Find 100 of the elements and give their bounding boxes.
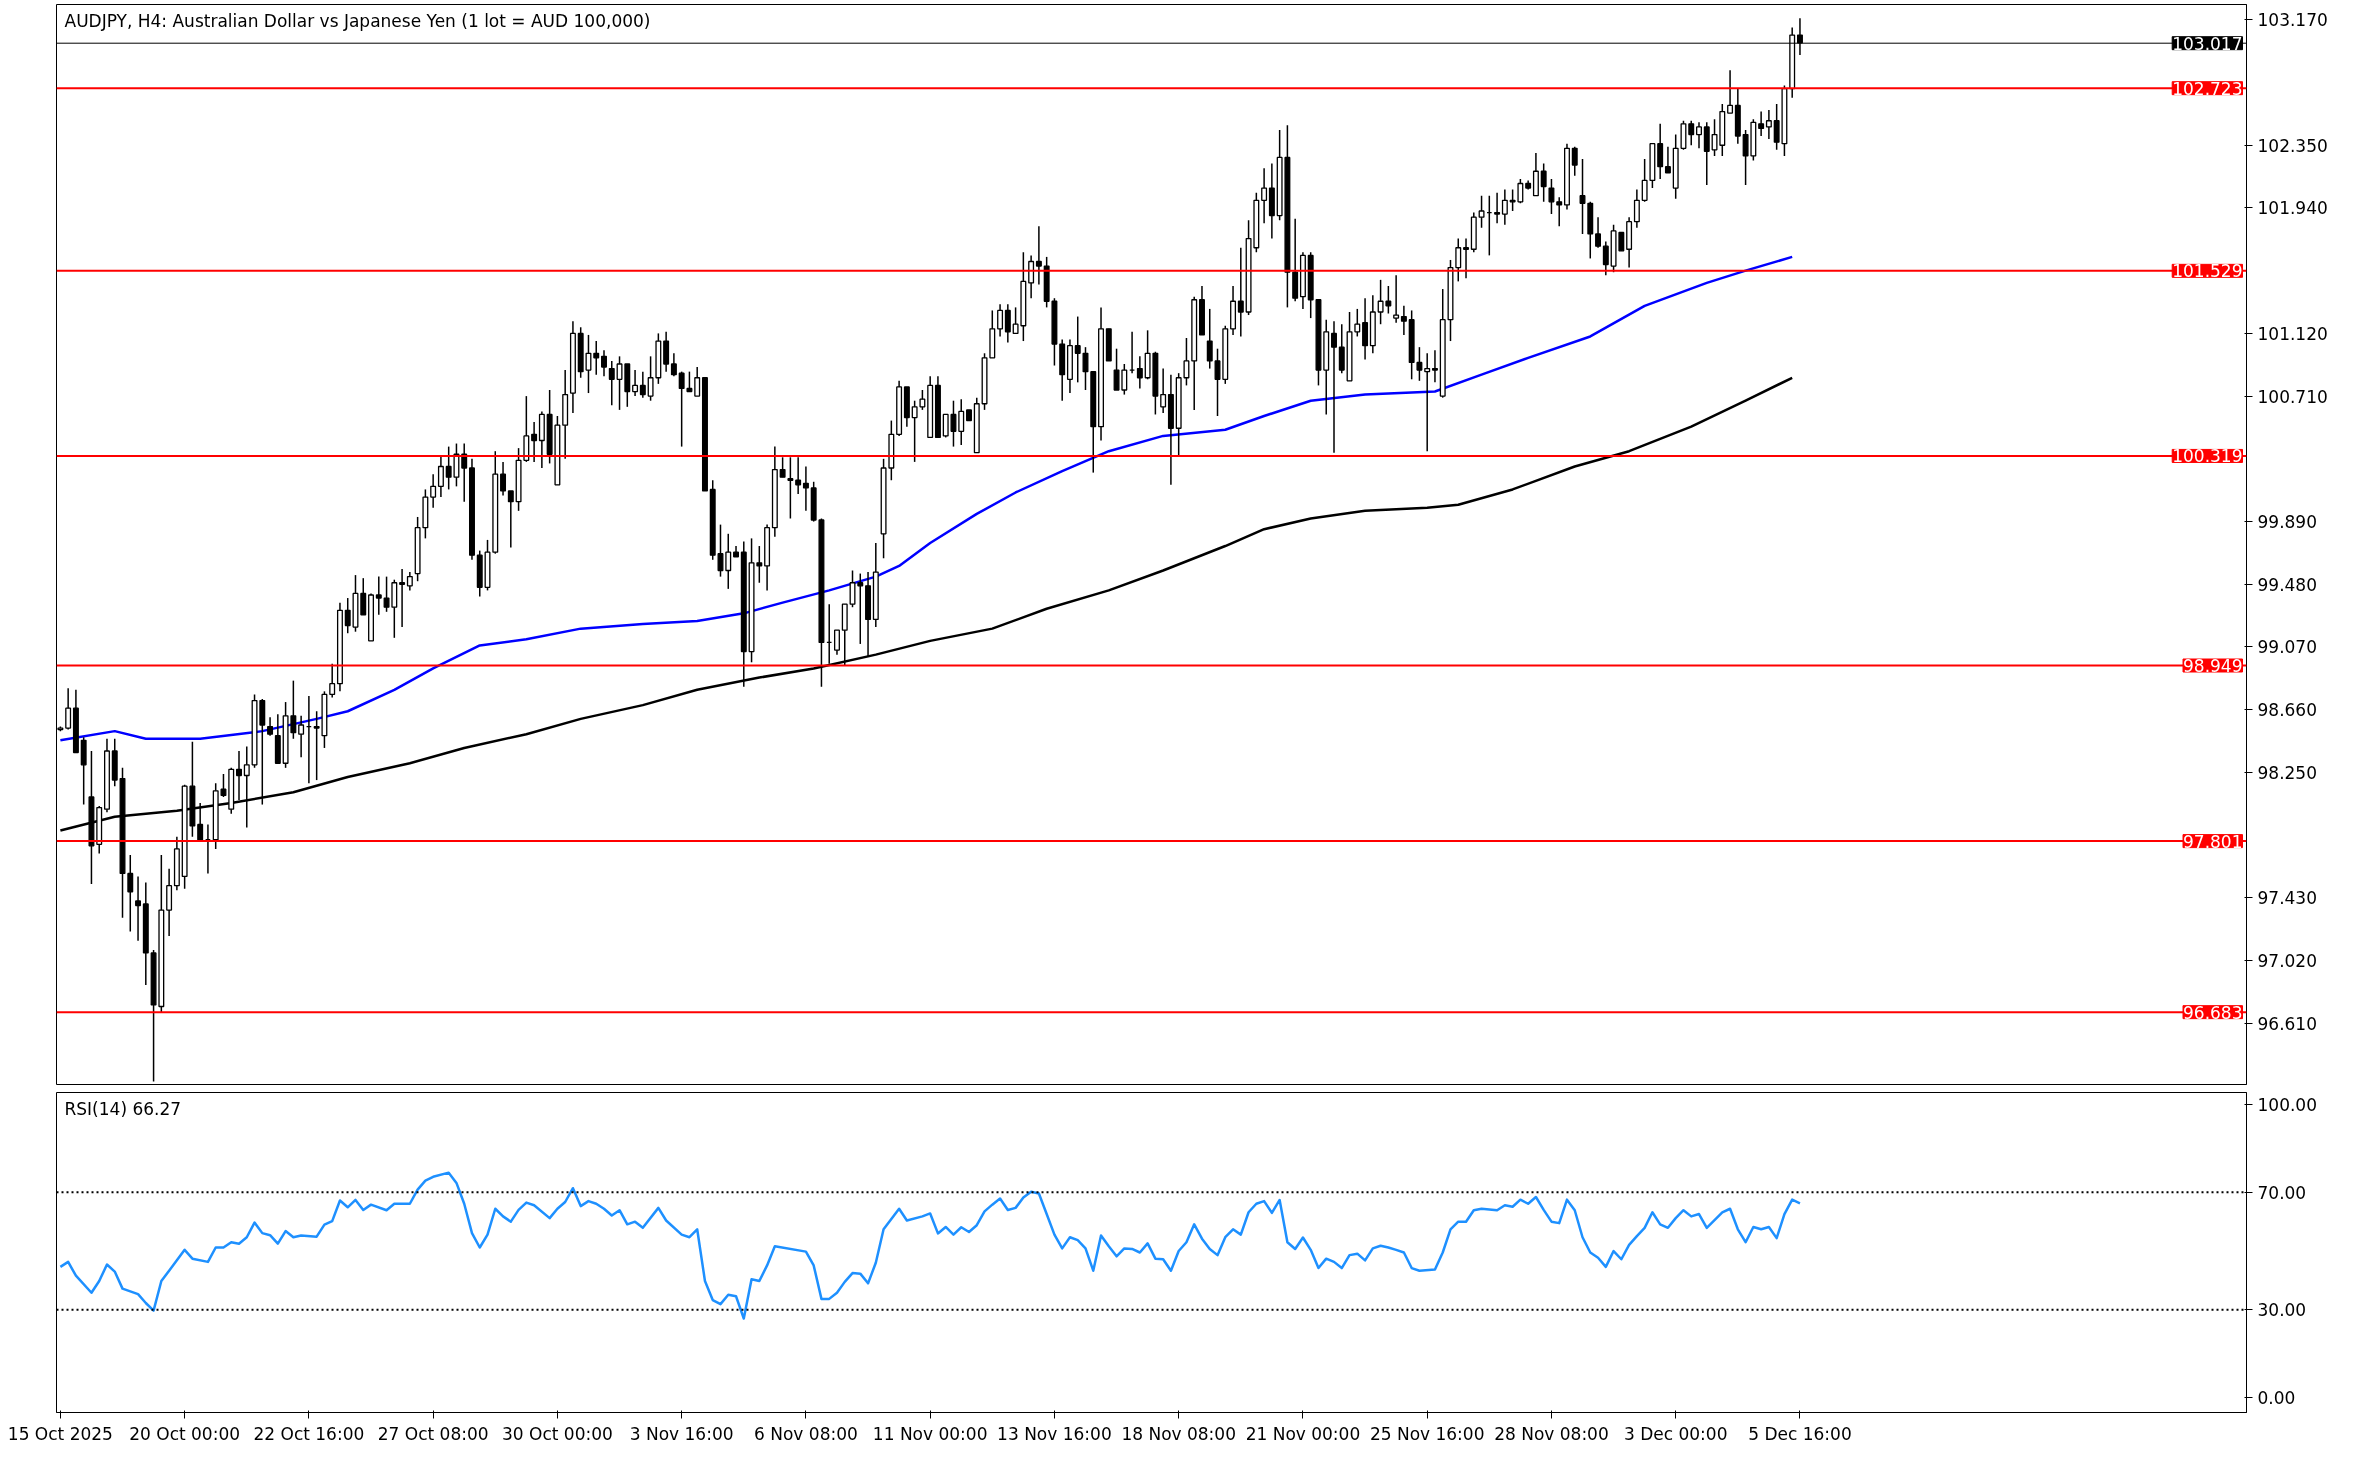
candlestick bbox=[1501, 188, 1508, 226]
x-tick-label: 13 Nov 16:00 bbox=[997, 1423, 1112, 1444]
candlestick bbox=[1237, 246, 1244, 338]
candlestick bbox=[344, 597, 351, 634]
candlestick bbox=[1602, 240, 1609, 277]
candlestick bbox=[1758, 110, 1765, 137]
x-tick-label: 11 Nov 00:00 bbox=[872, 1423, 988, 1444]
candlestick bbox=[1540, 162, 1547, 203]
candlestick bbox=[437, 455, 444, 498]
x-tick-label: 21 Nov 00:00 bbox=[1245, 1423, 1361, 1444]
x-tick-label: 18 Nov 08:00 bbox=[1121, 1423, 1236, 1444]
candlestick bbox=[1424, 352, 1431, 452]
y-tick-label: 99.890 bbox=[2257, 512, 2317, 533]
line-series bbox=[59, 255, 1794, 742]
candlestick bbox=[1727, 69, 1734, 114]
candlestick bbox=[1556, 196, 1563, 228]
candlestick bbox=[779, 456, 786, 478]
candlestick bbox=[632, 369, 639, 397]
x-tick-label: 3 Dec 00:00 bbox=[1623, 1423, 1728, 1444]
candlestick bbox=[1431, 349, 1438, 384]
y-tick-label: 30.00 bbox=[2257, 1300, 2307, 1321]
candlestick bbox=[608, 360, 615, 407]
candlestick bbox=[1548, 178, 1555, 215]
candlestick bbox=[1183, 337, 1190, 387]
candlestick bbox=[298, 715, 305, 758]
y-tick-label: 101.940 bbox=[2257, 198, 2328, 219]
chart-title: AUDJPY, H4: Australian Dollar vs Japanese Yen (1 lot = AUD 100,000) bbox=[64, 10, 651, 31]
candlestick bbox=[1696, 121, 1702, 150]
candlestick bbox=[65, 687, 72, 731]
x-tick-label: 6 Nov 08:00 bbox=[754, 1423, 858, 1444]
ref-line-label: 100.319 bbox=[2172, 446, 2243, 467]
candlestick bbox=[1765, 109, 1772, 140]
candlestick bbox=[1688, 120, 1695, 146]
candlestick bbox=[919, 389, 926, 411]
y-tick-label: 97.020 bbox=[2257, 951, 2317, 972]
y-tick-label: 99.070 bbox=[2257, 637, 2317, 658]
candlestick bbox=[267, 716, 274, 737]
candlestick bbox=[1571, 146, 1578, 177]
candlestick bbox=[1074, 315, 1081, 384]
ref-line-label: 97.801 bbox=[2183, 831, 2243, 852]
candlestick bbox=[243, 745, 250, 829]
candlestick bbox=[725, 533, 732, 590]
candlestick bbox=[1028, 254, 1035, 299]
candlestick bbox=[1595, 216, 1602, 249]
candlestick bbox=[1393, 274, 1400, 324]
candlestick bbox=[430, 473, 437, 509]
candlestick bbox=[663, 331, 670, 373]
x-tick-label: 5 Dec 16:00 bbox=[1748, 1423, 1852, 1444]
candlestick bbox=[1331, 320, 1337, 454]
candlestick bbox=[1641, 158, 1648, 203]
x-tick-label: 30 Oct 00:00 bbox=[501, 1423, 613, 1444]
ref-line-label: 98.949 bbox=[2183, 656, 2243, 676]
candlestick bbox=[1400, 305, 1407, 336]
candlestick bbox=[593, 340, 600, 376]
candlestick bbox=[360, 577, 367, 616]
candlestick bbox=[670, 352, 677, 377]
y-tick-label: 98.660 bbox=[2257, 700, 2317, 721]
candlestick bbox=[911, 399, 918, 463]
y-tick-label: 0.00 bbox=[2257, 1388, 2296, 1409]
candlestick bbox=[1338, 323, 1345, 374]
candlestick bbox=[1463, 237, 1469, 280]
candlestick bbox=[1160, 367, 1167, 414]
y-tick-label: 99.480 bbox=[2257, 574, 2317, 595]
candlestick bbox=[406, 571, 413, 592]
y-tick-label: 70.00 bbox=[2257, 1182, 2307, 1203]
y-tick-label: 103.170 bbox=[2257, 10, 2328, 31]
ref-line-label: 96.683 bbox=[2183, 1002, 2243, 1023]
candlestick bbox=[500, 461, 507, 497]
x-tick-label: 20 Oct 00:00 bbox=[129, 1423, 241, 1444]
candlestick bbox=[834, 629, 840, 656]
y-tick-label: 98.250 bbox=[2257, 762, 2317, 783]
candlestick bbox=[1664, 146, 1671, 174]
candlestick bbox=[958, 398, 965, 446]
candlestick bbox=[135, 875, 142, 942]
line-series bbox=[59, 1171, 1802, 1320]
y-tick-label: 100.710 bbox=[2257, 386, 2328, 407]
candlestick bbox=[329, 663, 336, 699]
candlestick bbox=[601, 349, 607, 377]
candlestick bbox=[399, 568, 406, 628]
candlestick bbox=[236, 750, 242, 801]
candlestick bbox=[857, 572, 864, 645]
candlestick bbox=[127, 854, 134, 933]
y-tick-label: 97.430 bbox=[2257, 888, 2317, 909]
candlestick bbox=[507, 490, 514, 549]
y-tick-label: 102.350 bbox=[2257, 135, 2328, 156]
chart-title: RSI(14) 66.27 bbox=[64, 1098, 182, 1119]
candlestick bbox=[1354, 308, 1361, 338]
y-tick-label: 96.610 bbox=[2257, 1013, 2317, 1034]
ref-line-label: 101.529 bbox=[2172, 261, 2243, 282]
candlestick bbox=[1261, 167, 1268, 224]
candlestick bbox=[1004, 303, 1011, 344]
x-tick-label: 25 Nov 16:00 bbox=[1369, 1423, 1485, 1444]
y-tick-label: 101.120 bbox=[2257, 323, 2328, 344]
candlestick bbox=[997, 303, 1004, 338]
x-tick-label: 27 Oct 08:00 bbox=[377, 1423, 489, 1444]
candlestick bbox=[531, 421, 538, 463]
ref-line-label: 103.017 bbox=[2172, 33, 2243, 54]
candlestick bbox=[639, 370, 646, 399]
candlestick bbox=[802, 465, 809, 512]
candlestick bbox=[795, 456, 802, 495]
